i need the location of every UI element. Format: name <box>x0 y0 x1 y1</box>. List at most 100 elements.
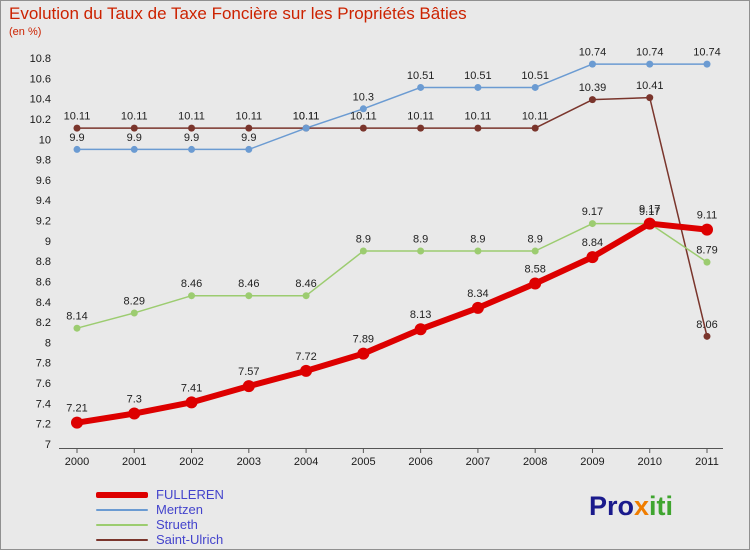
y-tick-label: 9.2 <box>36 216 51 228</box>
data-label-saint-ulrich: 10.11 <box>293 111 320 123</box>
data-point-fulleren <box>471 301 484 314</box>
data-label-saint-ulrich: 10.11 <box>522 111 549 123</box>
data-point-mertzen <box>302 124 310 132</box>
data-label-strueth: 8.46 <box>181 278 202 290</box>
x-tick-label: 2003 <box>237 456 261 468</box>
data-label-fulleren: 7.57 <box>238 366 259 378</box>
y-tick-label: 7 <box>45 439 51 451</box>
y-tick-label: 9.8 <box>36 155 51 167</box>
proxiti-logo: Proxiti <box>589 491 673 522</box>
data-label-mertzen: 10.51 <box>521 70 549 82</box>
data-label-mertzen: 9.9 <box>127 132 142 144</box>
data-point-saint-ulrich <box>417 124 425 132</box>
data-label-mertzen: 10.74 <box>693 47 721 59</box>
data-point-strueth <box>188 292 196 300</box>
legend-item-strueth: Strueth <box>96 517 224 532</box>
data-label-saint-ulrich: 8.06 <box>696 319 717 331</box>
data-label-strueth: 8.9 <box>470 234 485 246</box>
x-tick-label: 2002 <box>179 456 203 468</box>
data-point-strueth <box>302 292 310 300</box>
x-tick-label: 2007 <box>466 456 490 468</box>
y-tick-label: 8 <box>45 337 51 349</box>
legend: FULLEREN Mertzen Strueth Saint-Ulrich <box>96 487 224 547</box>
y-tick-label: 10.2 <box>30 114 51 126</box>
data-label-fulleren: 8.34 <box>467 288 488 300</box>
data-label-saint-ulrich: 10.39 <box>579 82 607 94</box>
data-label-fulleren: 7.21 <box>66 403 87 415</box>
data-point-mertzen <box>531 83 539 91</box>
data-label-mertzen: 10.74 <box>579 47 607 59</box>
data-point-saint-ulrich <box>188 124 196 132</box>
data-label-strueth: 8.9 <box>356 234 371 246</box>
data-point-saint-ulrich <box>245 124 253 132</box>
data-label-saint-ulrich: 10.11 <box>121 111 148 123</box>
logo-part: Pro <box>589 491 635 521</box>
x-tick-label: 2010 <box>637 456 661 468</box>
data-label-mertzen: 9.9 <box>241 132 256 144</box>
y-tick-label: 10 <box>39 134 51 146</box>
data-label-mertzen: 10.74 <box>636 47 664 59</box>
x-tick-label: 2000 <box>65 456 89 468</box>
data-point-fulleren <box>414 323 427 336</box>
x-tick-label: 2008 <box>523 456 547 468</box>
data-label-mertzen: 9.9 <box>69 132 84 144</box>
series-line-strueth <box>76 222 708 329</box>
data-label-saint-ulrich: 10.41 <box>636 80 664 92</box>
y-tick-label: 7.6 <box>36 378 51 390</box>
legend-swatch <box>96 538 148 541</box>
y-tick-label: 8.2 <box>36 317 51 329</box>
legend-label: Saint-Ulrich <box>156 532 224 547</box>
y-tick-label: 9.6 <box>36 175 51 187</box>
data-label-strueth: 8.46 <box>238 278 259 290</box>
data-point-fulleren <box>701 223 713 236</box>
data-label-saint-ulrich: 10.11 <box>178 111 205 123</box>
y-tick-label: 8.4 <box>36 297 51 309</box>
legend-swatch <box>96 508 148 511</box>
data-point-mertzen <box>245 145 253 153</box>
data-point-mertzen <box>73 145 81 153</box>
y-tick-label: 10.8 <box>30 53 51 65</box>
y-tick-label: 10.6 <box>30 73 51 85</box>
series-line-mertzen <box>76 63 708 151</box>
y-tick-label: 7.4 <box>36 398 51 410</box>
data-label-strueth: 8.9 <box>528 234 543 246</box>
data-point-mertzen <box>703 60 711 68</box>
data-point-saint-ulrich <box>703 332 711 340</box>
x-tick-label: 2005 <box>351 456 375 468</box>
data-point-strueth <box>73 324 81 332</box>
data-point-strueth <box>245 292 253 300</box>
legend-item-fulleren: FULLEREN <box>96 487 224 502</box>
chart-subtitle: (en %) <box>9 26 42 38</box>
y-tick-label: 8.8 <box>36 256 51 268</box>
y-tick-label: 9 <box>45 236 51 248</box>
data-label-strueth: 8.79 <box>696 245 717 257</box>
data-point-fulleren <box>586 251 599 264</box>
legend-swatch <box>96 491 148 498</box>
data-label-fulleren: 8.58 <box>524 264 545 276</box>
y-tick-label: 9.4 <box>36 195 51 207</box>
data-point-saint-ulrich <box>474 124 482 132</box>
data-point-saint-ulrich <box>73 124 81 132</box>
data-label-fulleren: 7.41 <box>181 382 202 394</box>
data-point-mertzen <box>417 83 425 91</box>
data-label-fulleren: 9.17 <box>639 204 660 216</box>
legend-item-saint-ulrich: Saint-Ulrich <box>96 532 224 547</box>
data-point-mertzen <box>588 60 596 68</box>
data-point-fulleren <box>185 396 198 409</box>
data-point-saint-ulrich <box>588 96 596 104</box>
data-label-fulleren: 7.72 <box>295 351 316 363</box>
data-point-strueth <box>588 220 596 228</box>
data-label-strueth: 8.9 <box>413 234 428 246</box>
data-label-mertzen: 9.9 <box>184 132 199 144</box>
data-point-mertzen <box>130 145 138 153</box>
legend-swatch <box>96 523 148 526</box>
data-point-fulleren <box>357 347 370 360</box>
legend-label: Strueth <box>156 517 198 532</box>
series-line-saint-ulrich <box>76 96 708 338</box>
data-label-mertzen: 10.11 <box>293 111 320 123</box>
data-label-fulleren: 8.13 <box>410 309 431 321</box>
x-tick-label: 2011 <box>695 456 719 468</box>
data-label-fulleren: 8.84 <box>582 237 603 249</box>
